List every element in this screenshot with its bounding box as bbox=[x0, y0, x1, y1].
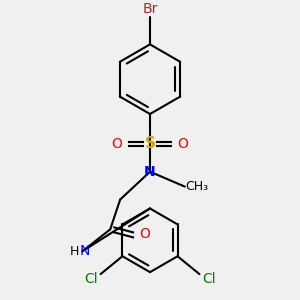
Text: N: N bbox=[144, 165, 156, 179]
Text: Cl: Cl bbox=[202, 272, 216, 286]
Text: S: S bbox=[145, 136, 155, 151]
Text: O: O bbox=[112, 137, 123, 151]
Text: CH₃: CH₃ bbox=[185, 180, 208, 193]
Text: O: O bbox=[140, 227, 151, 242]
Text: N: N bbox=[79, 244, 89, 258]
Text: Cl: Cl bbox=[84, 272, 98, 286]
Text: O: O bbox=[177, 137, 188, 151]
Text: H: H bbox=[70, 245, 79, 258]
Text: Br: Br bbox=[142, 2, 158, 16]
